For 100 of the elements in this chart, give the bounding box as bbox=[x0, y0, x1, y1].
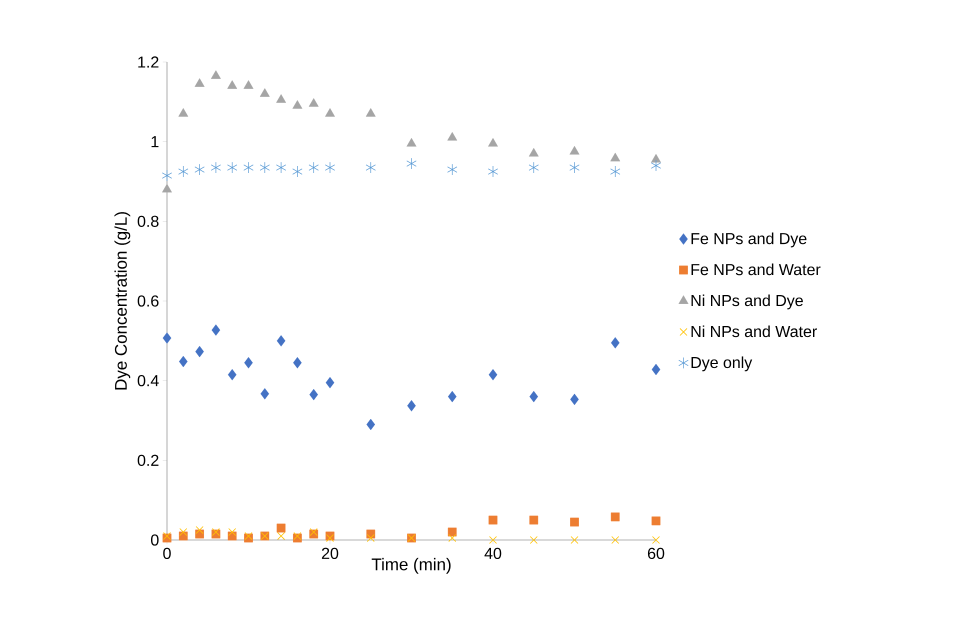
x-tick-label: 40 bbox=[484, 548, 502, 560]
point bbox=[406, 138, 416, 147]
y-tick-label: 0.8 bbox=[138, 216, 159, 227]
point bbox=[260, 88, 270, 97]
point bbox=[650, 160, 662, 172]
point bbox=[407, 400, 416, 412]
point bbox=[529, 390, 538, 402]
point bbox=[570, 536, 578, 544]
legend-label: Fe NPs and Dye bbox=[692, 232, 806, 248]
point bbox=[178, 356, 188, 368]
point bbox=[366, 162, 376, 174]
point bbox=[227, 162, 238, 174]
point bbox=[277, 532, 286, 540]
legend-label: Fe NPs and Water bbox=[692, 264, 820, 276]
point bbox=[488, 138, 498, 147]
point bbox=[276, 162, 286, 174]
point bbox=[162, 170, 172, 182]
y-tick-label: 0.2 bbox=[138, 454, 158, 466]
point bbox=[228, 528, 236, 536]
point bbox=[448, 534, 456, 542]
point bbox=[196, 526, 204, 534]
y-tick-label: 1.2 bbox=[138, 56, 158, 68]
point bbox=[260, 388, 270, 400]
x-tick-label: 20 bbox=[322, 548, 338, 560]
point bbox=[293, 532, 302, 540]
point bbox=[210, 162, 221, 174]
point bbox=[178, 108, 188, 117]
point bbox=[366, 534, 375, 542]
point bbox=[325, 108, 335, 117]
point bbox=[570, 518, 579, 526]
point bbox=[448, 528, 457, 536]
point bbox=[244, 80, 254, 89]
point bbox=[308, 98, 319, 107]
point bbox=[611, 536, 620, 544]
point bbox=[308, 162, 319, 174]
point bbox=[178, 166, 188, 178]
point bbox=[610, 166, 620, 178]
point bbox=[260, 162, 270, 174]
point bbox=[228, 369, 237, 380]
point bbox=[651, 154, 661, 163]
point bbox=[406, 158, 417, 170]
point bbox=[276, 524, 286, 532]
x-tick-label: 0 bbox=[163, 548, 171, 560]
point bbox=[194, 164, 205, 176]
point bbox=[276, 94, 286, 103]
point bbox=[194, 78, 205, 87]
point bbox=[292, 100, 302, 109]
point bbox=[244, 357, 253, 368]
y-tick-label: 0.4 bbox=[138, 375, 159, 386]
point bbox=[610, 512, 620, 522]
point bbox=[292, 166, 302, 178]
point bbox=[227, 80, 238, 89]
point bbox=[326, 376, 334, 388]
point bbox=[489, 536, 497, 544]
point bbox=[326, 534, 334, 542]
point bbox=[528, 148, 539, 157]
x-tick-label: 60 bbox=[648, 548, 664, 560]
point bbox=[530, 536, 538, 544]
y-axis-title: Dye Concentration (g/L) bbox=[114, 212, 130, 390]
point bbox=[162, 332, 172, 344]
point bbox=[324, 162, 336, 174]
point bbox=[570, 146, 580, 155]
y-tick-label: 0.6 bbox=[138, 295, 159, 307]
point bbox=[529, 516, 538, 524]
point bbox=[212, 528, 220, 536]
point bbox=[212, 324, 220, 336]
point bbox=[178, 532, 188, 540]
point bbox=[244, 532, 252, 540]
point bbox=[293, 357, 302, 368]
legend-label: Dye only bbox=[692, 356, 752, 372]
x-axis-title: Time (min) bbox=[372, 558, 451, 574]
point bbox=[570, 394, 579, 406]
point bbox=[243, 162, 254, 174]
y-tick-label: 1 bbox=[152, 136, 158, 148]
point bbox=[488, 516, 498, 524]
point bbox=[652, 516, 660, 526]
point bbox=[195, 346, 204, 358]
point bbox=[488, 369, 498, 380]
point bbox=[310, 528, 318, 536]
point bbox=[162, 184, 172, 192]
point bbox=[366, 108, 376, 117]
point bbox=[610, 152, 620, 162]
point bbox=[163, 532, 171, 540]
point bbox=[569, 162, 580, 174]
point bbox=[366, 418, 376, 430]
point bbox=[488, 166, 498, 178]
legend-label: Ni NPs and Dye bbox=[692, 294, 803, 310]
point bbox=[652, 364, 660, 376]
point bbox=[610, 337, 620, 348]
point bbox=[309, 388, 318, 400]
point bbox=[228, 532, 237, 540]
point bbox=[652, 536, 660, 544]
point bbox=[448, 390, 457, 402]
point bbox=[179, 528, 188, 536]
point bbox=[447, 164, 458, 176]
point bbox=[276, 335, 286, 347]
legend-label: Ni NPs and Water bbox=[692, 325, 817, 338]
point bbox=[528, 162, 539, 174]
y-tick-label: 0 bbox=[150, 534, 159, 546]
point bbox=[447, 132, 458, 141]
